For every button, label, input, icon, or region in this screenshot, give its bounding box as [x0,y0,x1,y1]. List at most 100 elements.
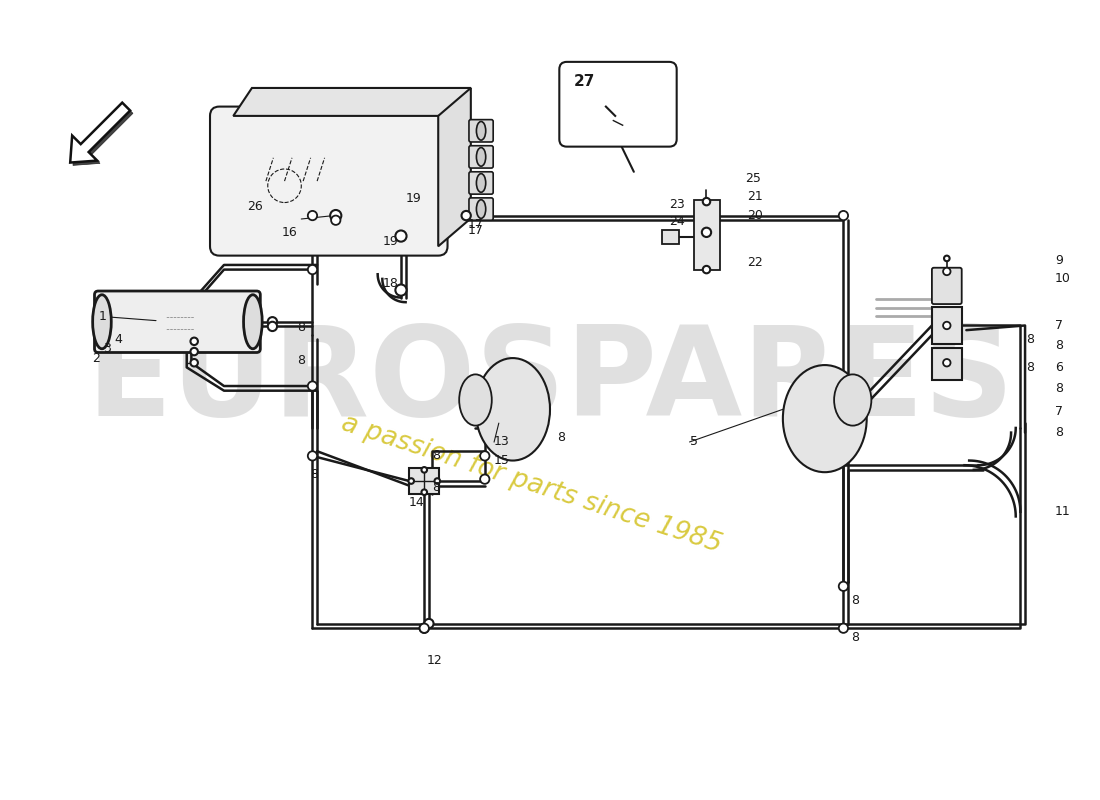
Text: 8: 8 [297,354,305,367]
Text: 25: 25 [746,172,761,185]
Circle shape [944,256,949,262]
FancyBboxPatch shape [662,230,679,245]
Text: 8: 8 [851,631,859,644]
Text: 8: 8 [297,321,305,334]
FancyBboxPatch shape [409,468,439,494]
Text: 9: 9 [1055,254,1063,266]
Text: 3: 3 [103,342,111,355]
Text: 5: 5 [690,435,697,449]
Text: 14: 14 [408,496,425,509]
Ellipse shape [476,174,486,192]
Circle shape [839,211,848,220]
Text: 22: 22 [748,256,763,269]
FancyBboxPatch shape [210,106,448,256]
Polygon shape [438,88,471,246]
Text: 11: 11 [1055,506,1070,518]
FancyBboxPatch shape [559,62,676,146]
Circle shape [480,451,490,461]
Text: 13: 13 [494,435,510,449]
Text: a passion for parts since 1985: a passion for parts since 1985 [338,410,725,558]
Ellipse shape [476,122,486,140]
Circle shape [190,348,198,355]
Text: 4: 4 [114,333,122,346]
Text: 16: 16 [282,226,297,239]
Circle shape [330,210,341,221]
Text: 8: 8 [431,481,440,494]
Text: 8: 8 [851,594,859,606]
Text: 19: 19 [406,192,421,206]
Circle shape [703,266,711,274]
Ellipse shape [834,374,871,426]
FancyBboxPatch shape [932,307,961,344]
Circle shape [425,619,433,628]
Text: 8: 8 [310,468,319,481]
Text: 27: 27 [573,74,595,89]
Polygon shape [73,106,133,166]
Text: 17: 17 [468,218,484,231]
Text: 7: 7 [1055,405,1063,418]
Circle shape [839,582,848,591]
Text: 1: 1 [98,310,106,322]
Circle shape [190,359,198,366]
Circle shape [839,623,848,633]
FancyBboxPatch shape [469,120,493,142]
Ellipse shape [92,294,111,349]
Circle shape [943,268,950,275]
Circle shape [395,230,407,242]
FancyBboxPatch shape [469,146,493,168]
Polygon shape [70,102,130,162]
Text: 20: 20 [748,209,763,222]
Circle shape [462,211,471,220]
Text: EUROSPARES: EUROSPARES [86,321,1014,442]
Circle shape [419,623,429,633]
Circle shape [480,474,490,484]
Ellipse shape [783,365,867,472]
Circle shape [308,211,317,220]
Ellipse shape [459,374,492,426]
Text: 10: 10 [1055,273,1070,286]
Text: 8: 8 [1055,426,1063,439]
Circle shape [331,215,340,225]
Ellipse shape [476,200,486,218]
Text: 23: 23 [669,198,685,211]
Polygon shape [233,88,471,116]
Text: 8: 8 [558,430,565,444]
Circle shape [702,228,711,237]
FancyBboxPatch shape [932,348,961,379]
Text: 2: 2 [91,351,100,365]
Text: --------: -------- [161,312,195,322]
Text: --------: -------- [161,324,195,334]
Circle shape [703,198,711,206]
Circle shape [610,111,624,124]
Text: 17: 17 [468,224,484,237]
Text: 19: 19 [383,235,398,248]
Circle shape [419,623,429,633]
Text: 8: 8 [1026,361,1034,374]
Text: 12: 12 [427,654,443,667]
FancyBboxPatch shape [469,198,493,220]
Ellipse shape [475,358,550,461]
FancyBboxPatch shape [95,291,261,353]
Text: 8: 8 [1055,339,1063,353]
Text: 26: 26 [248,200,263,213]
FancyBboxPatch shape [694,200,720,270]
Text: 7: 7 [1055,319,1063,332]
Circle shape [308,382,317,390]
Circle shape [421,467,427,473]
Circle shape [308,451,317,461]
Text: 8: 8 [1055,382,1063,395]
Text: 24: 24 [669,214,685,228]
Circle shape [943,359,950,366]
Text: 15: 15 [494,454,510,467]
Circle shape [408,478,414,484]
Circle shape [395,285,407,296]
Circle shape [943,322,950,330]
FancyBboxPatch shape [469,172,493,194]
Text: 8: 8 [431,450,440,462]
Text: 8: 8 [1026,333,1034,346]
Circle shape [190,338,198,345]
Circle shape [267,322,277,331]
Circle shape [308,265,317,274]
Text: 18: 18 [383,277,398,290]
Ellipse shape [243,294,262,349]
